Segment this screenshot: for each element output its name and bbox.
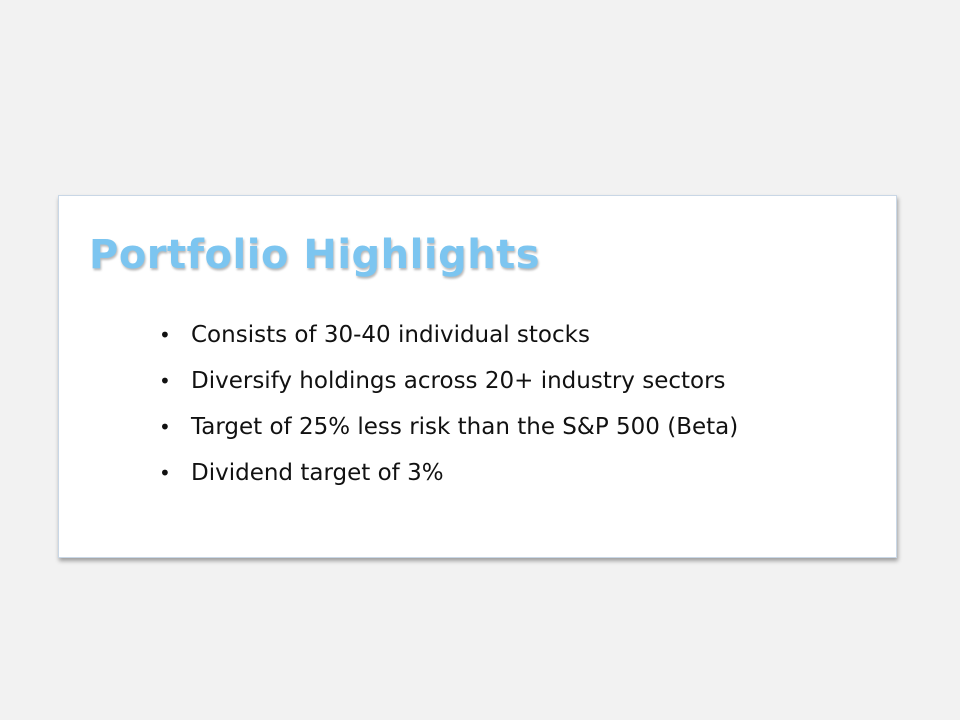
bullet-text: Target of 25% less risk than the S&P 500… xyxy=(191,414,739,440)
bullet-text: Dividend target of 3% xyxy=(191,460,444,486)
bullet-icon: • xyxy=(159,323,171,347)
bullet-icon: • xyxy=(159,369,171,393)
list-item: • Consists of 30-40 individual stocks xyxy=(159,312,738,358)
bullet-icon: • xyxy=(159,461,171,485)
bullet-text: Diversify holdings across 20+ industry s… xyxy=(191,368,726,394)
list-item: • Diversify holdings across 20+ industry… xyxy=(159,358,738,404)
bullet-icon: • xyxy=(159,415,171,439)
content-card: Portfolio Highlights • Consists of 30-40… xyxy=(58,195,897,558)
bullet-text: Consists of 30-40 individual stocks xyxy=(191,322,590,348)
list-item: • Dividend target of 3% xyxy=(159,450,738,496)
slide-title: Portfolio Highlights xyxy=(89,232,541,278)
list-item: • Target of 25% less risk than the S&P 5… xyxy=(159,404,738,450)
bullet-list: • Consists of 30-40 individual stocks • … xyxy=(159,312,738,496)
